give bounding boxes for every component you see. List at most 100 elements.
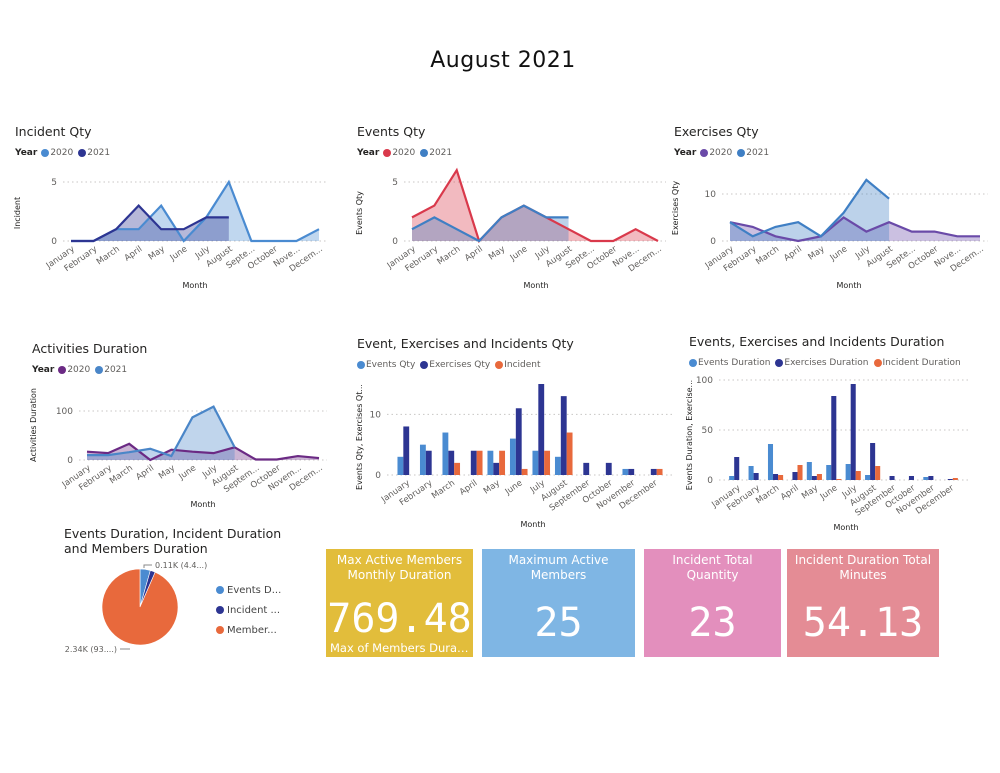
pie-legend-item[interactable]: Events D... <box>216 580 281 600</box>
bar[interactable] <box>753 473 759 480</box>
data-point[interactable] <box>149 459 152 462</box>
bar[interactable] <box>729 476 735 480</box>
data-point[interactable] <box>589 240 592 243</box>
data-point[interactable] <box>865 178 868 181</box>
bar[interactable] <box>875 466 881 480</box>
data-point[interactable] <box>182 228 185 231</box>
data-point[interactable] <box>500 216 503 219</box>
data-point[interactable] <box>92 240 95 243</box>
bar[interactable] <box>628 468 635 475</box>
bar[interactable] <box>521 468 528 475</box>
data-point[interactable] <box>170 455 173 458</box>
bar[interactable] <box>806 462 812 480</box>
events-qty-visual[interactable]: Events Qty Year 2020 2021 0 5 January February M… <box>340 118 670 298</box>
data-point[interactable] <box>212 452 215 455</box>
bar[interactable] <box>850 384 856 480</box>
data-point[interactable] <box>170 448 173 451</box>
legend-item[interactable]: 2020 <box>41 148 73 158</box>
bar[interactable] <box>845 464 851 480</box>
data-point[interactable] <box>250 240 253 243</box>
data-point[interactable] <box>227 181 230 184</box>
data-point[interactable] <box>567 228 570 231</box>
bar[interactable] <box>425 450 432 475</box>
line-2021[interactable] <box>729 178 890 238</box>
line-2021[interactable] <box>87 405 236 458</box>
data-point[interactable] <box>318 457 321 460</box>
bar[interactable] <box>855 471 861 480</box>
bar[interactable] <box>952 478 958 480</box>
data-point[interactable] <box>295 240 298 243</box>
data-point[interactable] <box>865 230 868 233</box>
pie-legend-item[interactable]: Member... <box>216 620 281 640</box>
legend-item[interactable]: 2021 <box>420 148 452 158</box>
data-point[interactable] <box>797 240 800 243</box>
data-point[interactable] <box>86 450 89 453</box>
data-point[interactable] <box>128 451 131 454</box>
data-point[interactable] <box>729 221 732 224</box>
bar[interactable] <box>470 450 477 475</box>
bar[interactable] <box>487 450 494 475</box>
data-point[interactable] <box>612 240 615 243</box>
bar[interactable] <box>560 396 567 475</box>
bar[interactable] <box>605 462 612 475</box>
bar[interactable] <box>767 444 774 480</box>
data-point[interactable] <box>137 228 140 231</box>
data-point[interactable] <box>272 240 275 243</box>
bar[interactable] <box>748 466 754 480</box>
data-point[interactable] <box>411 228 414 231</box>
duration-bar-visual[interactable]: Events, Exercises and Incidents Duration… <box>675 330 1000 540</box>
bar[interactable] <box>538 384 545 475</box>
bar[interactable] <box>870 443 876 480</box>
data-point[interactable] <box>979 235 982 238</box>
bar[interactable] <box>947 479 953 480</box>
data-point[interactable] <box>70 240 73 243</box>
bar[interactable] <box>554 456 561 475</box>
bar[interactable] <box>448 450 455 475</box>
activities-duration-visual[interactable]: Activities Duration Year 2020 2021 0 100 Janua… <box>20 335 340 515</box>
bar[interactable] <box>734 457 740 480</box>
data-point[interactable] <box>545 216 548 219</box>
pie-slice[interactable] <box>101 568 179 646</box>
bar[interactable] <box>656 468 663 475</box>
data-point[interactable] <box>433 216 436 219</box>
data-point[interactable] <box>191 450 194 453</box>
data-point[interactable] <box>751 225 754 228</box>
bar[interactable] <box>515 408 522 475</box>
legend-item[interactable]: 2021 <box>737 148 769 158</box>
data-point[interactable] <box>212 405 215 408</box>
data-point[interactable] <box>233 446 236 449</box>
bar[interactable] <box>544 450 551 475</box>
bar[interactable] <box>811 476 817 480</box>
legend-item[interactable]: Events Qty <box>357 360 415 370</box>
line-2020[interactable] <box>729 216 980 243</box>
data-point[interactable] <box>888 197 891 200</box>
bar[interactable] <box>454 462 461 475</box>
bar[interactable] <box>403 426 410 475</box>
data-point[interactable] <box>455 169 458 172</box>
data-point[interactable] <box>910 230 913 233</box>
bar[interactable] <box>493 462 500 475</box>
exercises-qty-visual[interactable]: Exercises Qty Year 2020 2021 0 10 January Febru… <box>665 118 1000 298</box>
legend-item[interactable]: 2020 <box>383 148 415 158</box>
data-point[interactable] <box>296 455 299 458</box>
data-point[interactable] <box>149 447 152 450</box>
bar[interactable] <box>622 468 629 475</box>
data-point[interactable] <box>522 204 525 207</box>
legend-item[interactable]: Exercises Qty <box>420 360 490 370</box>
legend-item[interactable]: Incident <box>495 360 541 370</box>
bar[interactable] <box>532 450 539 475</box>
bar[interactable] <box>442 432 449 475</box>
legend-item[interactable]: Exercises Duration <box>775 358 869 368</box>
bar[interactable] <box>889 476 895 480</box>
data-point[interactable] <box>797 221 800 224</box>
legend-item[interactable]: Incident Duration <box>873 358 961 368</box>
data-point[interactable] <box>567 216 570 219</box>
legend-item[interactable]: 2020 <box>700 148 732 158</box>
data-point[interactable] <box>842 216 845 219</box>
bar[interactable] <box>836 479 842 480</box>
data-point[interactable] <box>478 240 481 243</box>
data-point[interactable] <box>956 235 959 238</box>
bar[interactable] <box>826 465 832 480</box>
pie-legend-item[interactable]: Incident ... <box>216 600 281 620</box>
data-point[interactable] <box>227 216 230 219</box>
